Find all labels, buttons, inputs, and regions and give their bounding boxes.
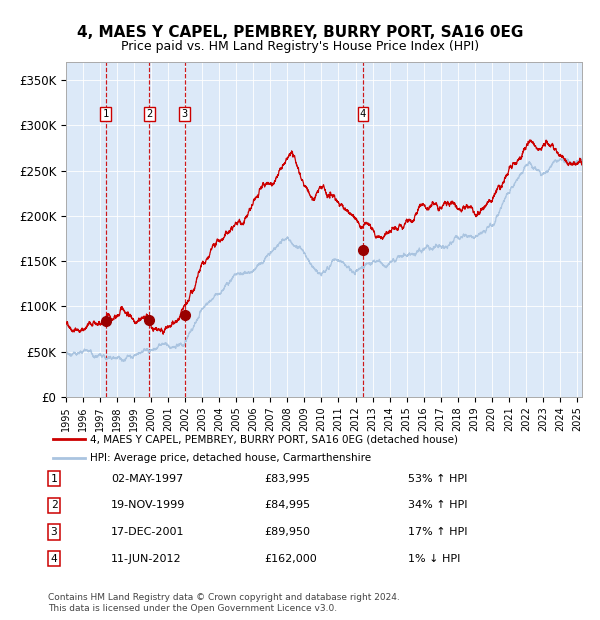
Text: 02-MAY-1997: 02-MAY-1997 <box>111 474 183 484</box>
Text: 4: 4 <box>50 554 58 564</box>
Text: 19-NOV-1999: 19-NOV-1999 <box>111 500 185 510</box>
Text: 3: 3 <box>50 527 58 537</box>
Text: 11-JUN-2012: 11-JUN-2012 <box>111 554 182 564</box>
Text: Contains HM Land Registry data © Crown copyright and database right 2024.
This d: Contains HM Land Registry data © Crown c… <box>48 593 400 613</box>
Text: 3: 3 <box>181 109 188 119</box>
Text: 1: 1 <box>103 109 109 119</box>
Text: £84,995: £84,995 <box>264 500 310 510</box>
Text: HPI: Average price, detached house, Carmarthenshire: HPI: Average price, detached house, Carm… <box>90 453 371 463</box>
Text: £89,950: £89,950 <box>264 527 310 537</box>
Text: Price paid vs. HM Land Registry's House Price Index (HPI): Price paid vs. HM Land Registry's House … <box>121 40 479 53</box>
Text: 4, MAES Y CAPEL, PEMBREY, BURRY PORT, SA16 0EG (detached house): 4, MAES Y CAPEL, PEMBREY, BURRY PORT, SA… <box>90 434 458 444</box>
Text: £162,000: £162,000 <box>264 554 317 564</box>
Text: 2: 2 <box>50 500 58 510</box>
Text: £83,995: £83,995 <box>264 474 310 484</box>
Text: 53% ↑ HPI: 53% ↑ HPI <box>408 474 467 484</box>
Text: 34% ↑ HPI: 34% ↑ HPI <box>408 500 467 510</box>
Text: 2: 2 <box>146 109 152 119</box>
Text: 1% ↓ HPI: 1% ↓ HPI <box>408 554 460 564</box>
Text: 4: 4 <box>360 109 366 119</box>
Text: 1: 1 <box>50 474 58 484</box>
Text: 17% ↑ HPI: 17% ↑ HPI <box>408 527 467 537</box>
Text: 4, MAES Y CAPEL, PEMBREY, BURRY PORT, SA16 0EG: 4, MAES Y CAPEL, PEMBREY, BURRY PORT, SA… <box>77 25 523 40</box>
Text: 17-DEC-2001: 17-DEC-2001 <box>111 527 185 537</box>
